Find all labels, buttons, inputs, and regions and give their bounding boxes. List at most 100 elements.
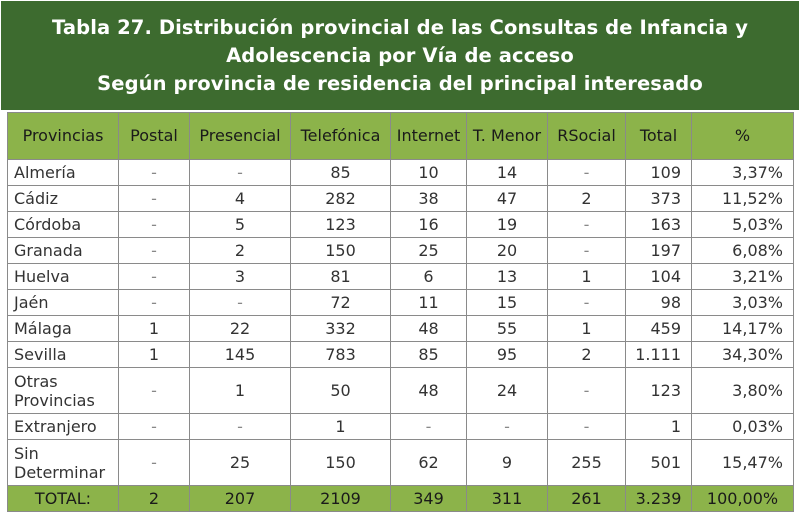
value-cell: 5,03%	[691, 211, 794, 238]
value-cell: -	[189, 289, 291, 316]
value-cell: 163	[625, 211, 692, 238]
value-cell: -	[118, 367, 190, 414]
value-cell: 72	[290, 289, 391, 316]
value-cell: 47	[466, 185, 548, 212]
value-cell: -	[118, 289, 190, 316]
value-cell: 19	[466, 211, 548, 238]
value-cell: 2	[547, 341, 626, 368]
table-row: Córdoba -5 123 16 19-163 5,03%	[7, 211, 794, 238]
value-cell: 1	[118, 315, 190, 342]
province-cell: Huelva	[7, 263, 119, 290]
header-cell: Internet	[390, 112, 467, 160]
title-line-3: Según provincia de residencia del princi…	[97, 71, 703, 95]
province-cell: Granada	[7, 237, 119, 264]
value-cell: 459	[625, 315, 692, 342]
value-cell: 85	[390, 341, 467, 368]
value-cell: 3,80%	[691, 367, 794, 414]
consultas-table: Provincias Postal Presencial Telefónica …	[7, 112, 794, 512]
header-cell: Presencial	[189, 112, 291, 160]
value-cell: 16	[390, 211, 467, 238]
value-cell: 14,17%	[691, 315, 794, 342]
value-cell: 11	[390, 289, 467, 316]
value-cell: 104	[625, 263, 692, 290]
value-cell: 11,52%	[691, 185, 794, 212]
value-cell: 255	[547, 439, 626, 486]
table-row: Huelva -3 81 6 13 1 104 3,21%	[7, 263, 794, 290]
province-cell: Sevilla	[7, 341, 119, 368]
value-cell: 150	[290, 237, 391, 264]
title-line-2: Adolescencia por Vía de acceso	[226, 43, 574, 67]
value-cell: 1	[547, 315, 626, 342]
value-cell: 3	[189, 263, 291, 290]
value-cell: -	[466, 413, 548, 440]
totals-cell: 100,00%	[691, 485, 794, 512]
value-cell: 10	[390, 159, 467, 186]
value-cell: 25	[189, 439, 291, 486]
value-cell: 0,03%	[691, 413, 794, 440]
value-cell: 50	[290, 367, 391, 414]
header-cell: %	[691, 112, 794, 160]
table-row: Extranjero - -1- - -1 0,03%	[7, 413, 794, 440]
province-cell: Extranjero	[7, 413, 119, 440]
value-cell: 123	[290, 211, 391, 238]
value-cell: 95	[466, 341, 548, 368]
province-cell: Sin Determinar	[7, 439, 119, 486]
value-cell: 1	[547, 263, 626, 290]
value-cell: 2	[189, 237, 291, 264]
value-cell: -	[189, 159, 291, 186]
value-cell: 34,30%	[691, 341, 794, 368]
value-cell: 81	[290, 263, 391, 290]
province-cell: Jaén	[7, 289, 119, 316]
table-row: Sin Determinar -25 150 62 9 255 501 15,47%	[7, 439, 794, 486]
value-cell: 85	[290, 159, 391, 186]
value-cell: 501	[625, 439, 692, 486]
value-cell: -	[547, 159, 626, 186]
value-cell: -	[390, 413, 467, 440]
totals-cell: 207	[189, 485, 291, 512]
value-cell: 25	[390, 237, 467, 264]
value-cell: 6,08%	[691, 237, 794, 264]
value-cell: -	[118, 237, 190, 264]
value-cell: -	[118, 211, 190, 238]
title-line-1: Tabla 27. Distribución provincial de las…	[51, 15, 749, 39]
totals-cell: 2109	[290, 485, 391, 512]
totals-row: TOTAL: 2 207 2109 349 311 261 3.239 100,…	[7, 485, 794, 512]
totals-cell: 261	[547, 485, 626, 512]
table-row: Granada -2 150 25 20-197 6,08%	[7, 237, 794, 264]
value-cell: 14	[466, 159, 548, 186]
value-cell: -	[189, 413, 291, 440]
value-cell: 332	[290, 315, 391, 342]
value-cell: 13	[466, 263, 548, 290]
table-row: Sevilla 1 145 783 85 95 2 1.111 34,30%	[7, 341, 794, 368]
table-row: Almería - -85 10 14-109 3,37%	[7, 159, 794, 186]
province-cell: Málaga	[7, 315, 119, 342]
value-cell: 9	[466, 439, 548, 486]
value-cell: -	[547, 237, 626, 264]
value-cell: 1	[625, 413, 692, 440]
table-row: Jaén - -72 11 15-98 3,03%	[7, 289, 794, 316]
totals-label: TOTAL:	[7, 485, 119, 512]
province-cell: Otras Provincias	[7, 367, 119, 414]
value-cell: 150	[290, 439, 391, 486]
value-cell: -	[547, 413, 626, 440]
value-cell: -	[547, 289, 626, 316]
value-cell: 3,37%	[691, 159, 794, 186]
value-cell: 1.111	[625, 341, 692, 368]
value-cell: 6	[390, 263, 467, 290]
value-cell: 145	[189, 341, 291, 368]
value-cell: -	[118, 439, 190, 486]
value-cell: -	[118, 159, 190, 186]
header-cell: Telefónica	[290, 112, 391, 160]
table-row: Cádiz -4 282 38 47 2 373 11,52%	[7, 185, 794, 212]
value-cell: -	[118, 263, 190, 290]
value-cell: 282	[290, 185, 391, 212]
province-cell: Almería	[7, 159, 119, 186]
value-cell: 22	[189, 315, 291, 342]
table-row: Málaga 1 22 332 48 55 1 459 14,17%	[7, 315, 794, 342]
value-cell: 3,21%	[691, 263, 794, 290]
value-cell: 2	[547, 185, 626, 212]
table-title: Tabla 27. Distribución provincial de las…	[1, 1, 799, 110]
value-cell: 15,47%	[691, 439, 794, 486]
value-cell: 48	[390, 315, 467, 342]
header-cell: T. Menor	[466, 112, 548, 160]
